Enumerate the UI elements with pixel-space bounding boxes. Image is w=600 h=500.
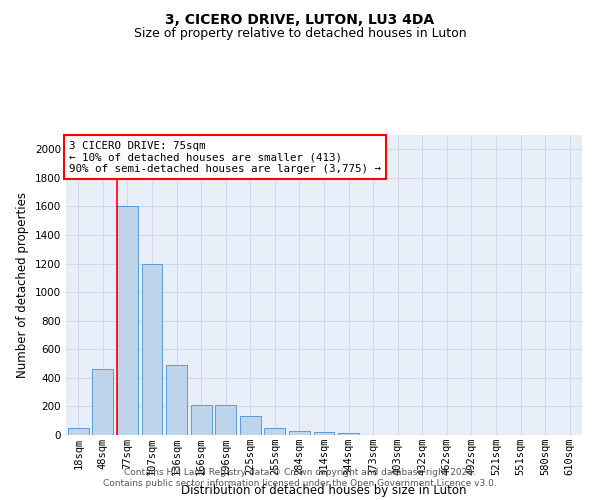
Bar <box>68 428 89 435</box>
Text: Size of property relative to detached houses in Luton: Size of property relative to detached ho… <box>134 28 466 40</box>
Y-axis label: Number of detached properties: Number of detached properties <box>16 192 29 378</box>
Bar <box>314 432 334 435</box>
X-axis label: Distribution of detached houses by size in Luton: Distribution of detached houses by size … <box>181 484 467 496</box>
Bar <box>215 405 236 435</box>
Bar <box>191 405 212 435</box>
Bar <box>289 430 310 435</box>
Bar <box>92 370 113 435</box>
Bar <box>265 428 286 435</box>
Text: 3, CICERO DRIVE, LUTON, LU3 4DA: 3, CICERO DRIVE, LUTON, LU3 4DA <box>166 12 434 26</box>
Bar <box>338 433 359 435</box>
Text: 3 CICERO DRIVE: 75sqm
← 10% of detached houses are smaller (413)
90% of semi-det: 3 CICERO DRIVE: 75sqm ← 10% of detached … <box>69 140 381 174</box>
Text: Contains HM Land Registry data © Crown copyright and database right 2024.
Contai: Contains HM Land Registry data © Crown c… <box>103 468 497 487</box>
Bar <box>117 206 138 435</box>
Bar <box>142 264 163 435</box>
Bar <box>240 416 261 435</box>
Bar <box>166 365 187 435</box>
